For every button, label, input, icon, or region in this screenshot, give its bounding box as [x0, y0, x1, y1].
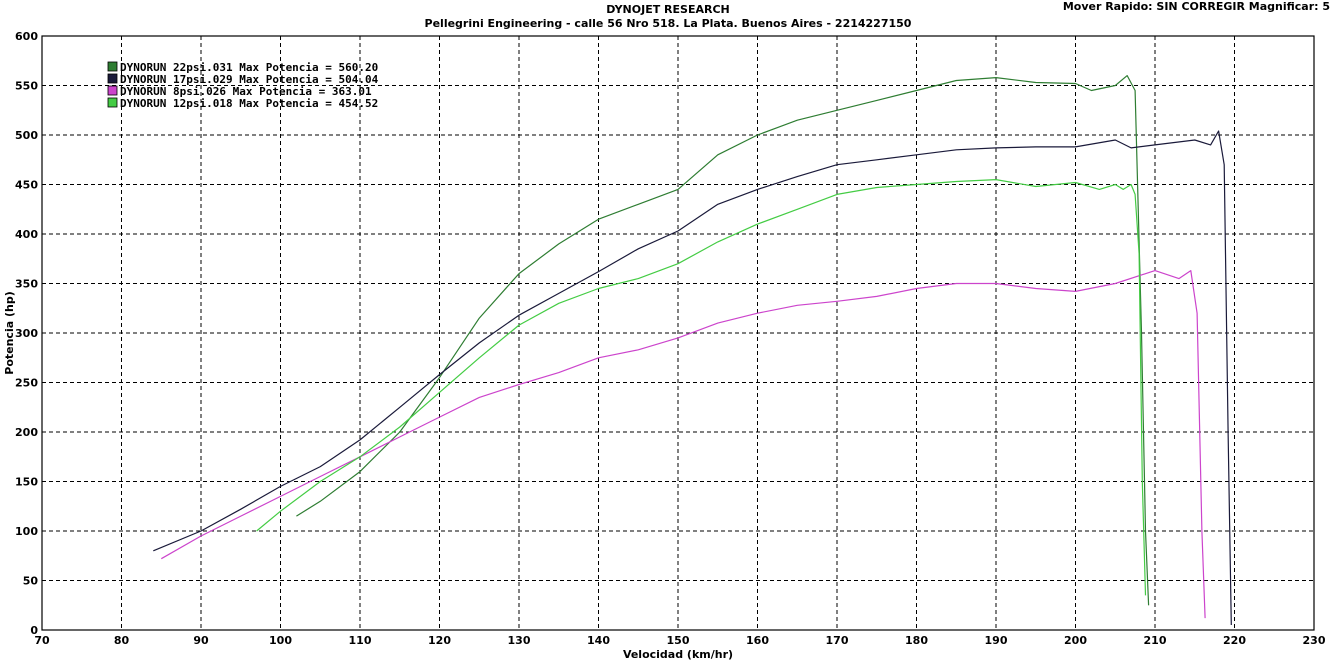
x-tick-label: 110 [349, 634, 372, 647]
status-readout: Mover Rapido: SIN CORREGIR Magnificar: 5 [1062, 0, 1330, 13]
y-axis-label: Potencia (hp) [3, 291, 16, 374]
y-tick-label: 300 [15, 327, 38, 340]
x-tick-label: 90 [193, 634, 209, 647]
x-tick-label: 190 [985, 634, 1008, 647]
y-tick-label: 450 [15, 179, 38, 192]
x-tick-label: 220 [1223, 634, 1246, 647]
x-tick-label: 80 [114, 634, 130, 647]
y-tick-label: 400 [15, 228, 38, 241]
series-line-4 [256, 179, 1147, 596]
y-tick-label: 550 [15, 80, 38, 93]
axis-ticks: 70 80 90 100 110 120 130 140 150 160 170 180 190 200 2… [15, 30, 1326, 647]
x-tick-label: 180 [905, 634, 928, 647]
series-line-1 [296, 74, 1150, 606]
x-tick-label: 150 [667, 634, 690, 647]
x-tick-label: 230 [1303, 634, 1326, 647]
legend-entry: DYNORUN 8psi.026 Max Potencia = 363.01 [120, 85, 372, 98]
x-axis-label: Velocidad (km/hr) [623, 648, 733, 660]
x-tick-label: 210 [1144, 634, 1167, 647]
y-tick-label: 350 [15, 278, 38, 291]
legend-swatch [107, 73, 118, 84]
legend-entry: DYNORUN 22psi.031 Max Potencia = 560.20 [120, 61, 378, 74]
legend-swatch [107, 97, 118, 108]
y-tick-label: 500 [15, 129, 38, 142]
x-tick-label: 130 [508, 634, 531, 647]
y-tick-label: 150 [15, 476, 38, 489]
series-line-3 [161, 270, 1206, 619]
series-lines [153, 74, 1232, 626]
x-tick-label: 170 [826, 634, 849, 647]
chart-title: DYNOJET RESEARCH [606, 3, 730, 16]
y-tick-label: 50 [23, 575, 39, 588]
x-tick-label: 140 [587, 634, 610, 647]
legend-entry: DYNORUN 17psi.029 Max Potencia = 504.04 [120, 73, 379, 86]
legend-swatch [107, 61, 118, 72]
x-tick-label: 200 [1064, 634, 1087, 647]
y-tick-label: 100 [15, 525, 38, 538]
chart-subtitle: Pellegrini Engineering - calle 56 Nro 51… [424, 17, 912, 30]
x-tick-label: 160 [746, 634, 769, 647]
legend-swatch [107, 85, 118, 96]
y-tick-label: 250 [15, 377, 38, 390]
plot-frame [41, 35, 1315, 631]
y-tick-label: 0 [30, 624, 38, 637]
x-tick-label: 70 [34, 634, 50, 647]
grid [42, 36, 1314, 630]
y-tick-label: 200 [15, 426, 38, 439]
y-tick-label: 600 [15, 30, 38, 43]
series-line-2 [153, 130, 1232, 626]
x-tick-label: 100 [269, 634, 292, 647]
x-tick-label: 120 [428, 634, 451, 647]
legend: DYNORUN 22psi.031 Max Potencia = 560.20D… [107, 61, 379, 110]
legend-entry: DYNORUN 12psi.018 Max Potencia = 454.52 [120, 97, 378, 110]
